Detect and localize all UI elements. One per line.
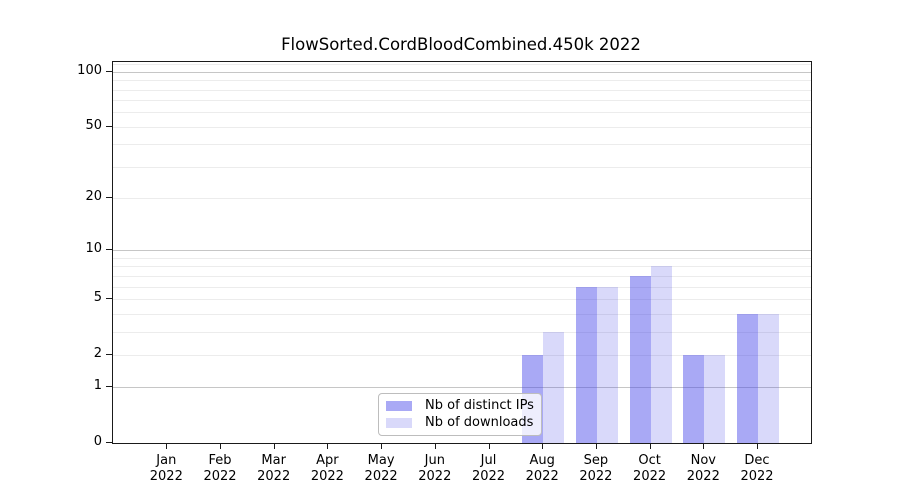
bar-downloads-dec [758, 313, 779, 443]
x-tick-mark [757, 443, 758, 449]
x-tick-label-jan: Jan 2022 [149, 453, 183, 484]
y-tick-mark [106, 70, 112, 72]
x-tick-mark [542, 443, 544, 449]
minor-gridline [113, 257, 811, 259]
y-tick-label: 20 [85, 189, 102, 205]
x-tick-mark [166, 443, 168, 449]
legend-label-downloads: Nb of downloads [425, 414, 534, 430]
minor-gridline [113, 112, 811, 114]
x-tick-mark [381, 443, 383, 449]
x-tick-mark [595, 443, 597, 449]
x-tick-mark [220, 443, 221, 449]
bar-distinct-ips-nov [683, 354, 705, 443]
minor-gridline [113, 331, 811, 333]
y-tick-mark [106, 442, 112, 443]
x-tick-label-oct: Oct 2022 [633, 453, 667, 484]
minor-gridline [113, 144, 811, 146]
legend-item-downloads: Nb of downloads [386, 415, 534, 432]
x-tick-label-jul: Jul 2022 [471, 453, 506, 484]
x-tick-mark [434, 443, 436, 449]
major-gridline [113, 71, 811, 73]
x-tick-label-mar: Mar 2022 [257, 453, 291, 484]
bar-downloads-sep [596, 286, 618, 443]
x-tick-label-may: May 2022 [364, 453, 398, 484]
minor-gridline [113, 275, 811, 277]
minor-gridline [113, 266, 811, 268]
y-tick-mark [106, 197, 112, 199]
x-tick-mark [649, 443, 651, 449]
x-tick-mark [273, 443, 275, 449]
x-tick-label-jun: Jun 2022 [418, 453, 452, 484]
plot-area [112, 61, 812, 444]
bar-downloads-nov [704, 354, 726, 443]
bar-distinct-ips-oct [629, 275, 651, 443]
y-tick-mark [106, 249, 112, 251]
x-tick-label-feb: Feb 2022 [203, 453, 237, 484]
x-tick-label-apr: Apr 2022 [310, 453, 344, 484]
minor-gridline [113, 198, 811, 200]
y-tick-label: 10 [85, 241, 102, 257]
minor-gridline [113, 126, 811, 128]
bar-distinct-ips-dec [737, 313, 758, 443]
y-tick-mark [106, 386, 112, 388]
minor-gridline [113, 80, 811, 82]
legend-label-distinct-ips: Nb of distinct IPs [425, 398, 534, 414]
x-tick-label-dec: Dec 2022 [740, 453, 774, 484]
minor-gridline [113, 166, 811, 168]
minor-gridline [113, 89, 811, 91]
y-tick-mark [106, 297, 112, 299]
bar-distinct-ips-sep [575, 286, 597, 443]
x-tick-label-sep: Sep 2022 [579, 453, 613, 484]
y-tick-label: 50 [85, 117, 102, 133]
legend-swatch-downloads [386, 417, 412, 428]
minor-gridline [113, 313, 811, 315]
minor-gridline [113, 100, 811, 102]
major-gridline [113, 387, 811, 389]
y-tick-label: 5 [93, 289, 102, 305]
y-tick-label: 2 [93, 345, 102, 361]
y-tick-label: 1 [93, 378, 102, 394]
x-tick-mark [703, 443, 705, 449]
y-tick-mark [106, 353, 112, 355]
minor-gridline [113, 298, 811, 300]
x-tick-label-nov: Nov 2022 [686, 453, 720, 484]
legend-swatch-distinct-ips [386, 401, 412, 412]
chart-title: FlowSorted.CordBloodCombined.450k 2022 [281, 35, 641, 54]
legend: Nb of distinct IPs Nb of downloads [378, 393, 542, 436]
legend-item-distinct-ips: Nb of distinct IPs [386, 398, 534, 415]
major-gridline [113, 250, 811, 252]
y-tick-label: 0 [93, 434, 102, 449]
y-tick-mark [106, 125, 112, 127]
minor-gridline [113, 286, 811, 288]
y-tick-label: 100 [77, 62, 102, 78]
x-tick-label-aug: Aug 2022 [525, 453, 559, 484]
minor-gridline [113, 64, 811, 66]
bar-downloads-aug [543, 331, 565, 443]
x-tick-mark [327, 443, 329, 449]
minor-gridline [113, 354, 811, 356]
bar-downloads-oct [650, 266, 672, 443]
x-tick-mark [488, 443, 490, 449]
